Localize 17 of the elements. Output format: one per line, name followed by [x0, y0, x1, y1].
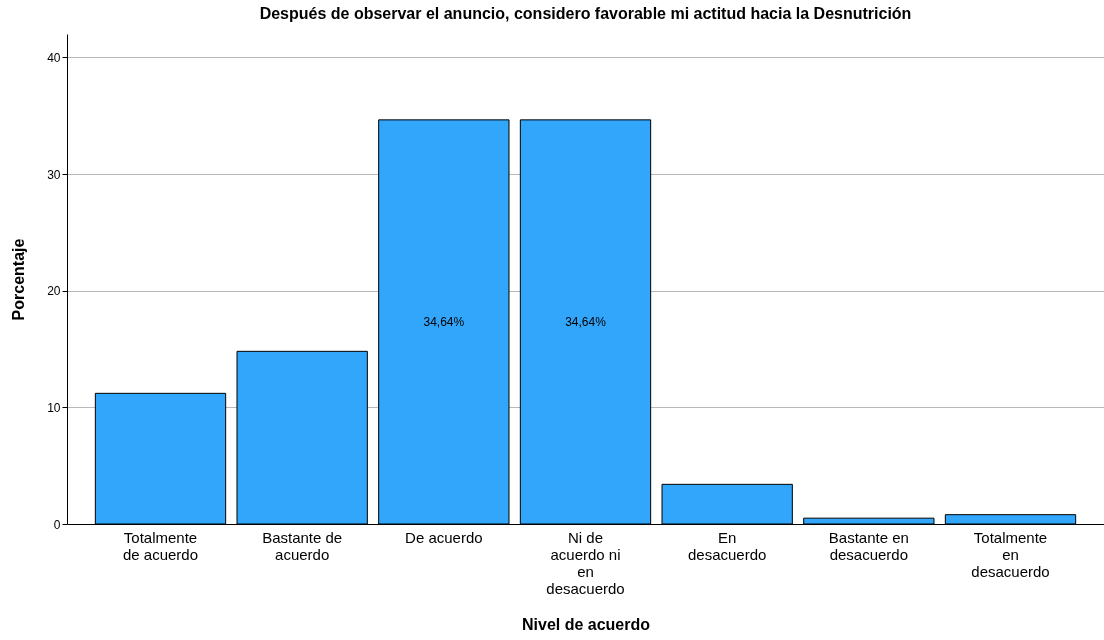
data-label: 34,64% — [565, 314, 607, 329]
x-tick-label: Bastante en desacuerdo — [828, 528, 909, 563]
y-tick-label: 0 — [53, 517, 61, 532]
data-label: 34,64% — [423, 314, 465, 329]
x-tick-label: En desacuerdo — [687, 528, 767, 563]
y-tick-label: 10 — [47, 400, 61, 415]
x-tick-label: Totalmente en desacuerdo — [971, 528, 1050, 580]
y-tick-label: 30 — [47, 167, 61, 182]
y-axis-title: Porcentaje — [10, 238, 28, 321]
chart-title: Después de observar el anuncio, considero favorable mi actitud hacia la Desnutrición — [259, 5, 912, 22]
x-tick-label: Ni de acuerdo ni en desacuerdo — [546, 528, 625, 597]
x-axis-title: Nivel de acuerdo — [521, 615, 651, 633]
x-tick-label: Bastante de acuerdo — [262, 528, 343, 563]
x-tick-label: De acuerdo — [405, 528, 483, 546]
y-tick-label: 20 — [47, 284, 61, 299]
y-tick-label: 40 — [47, 50, 61, 65]
x-tick-label: Totalmente de acuerdo — [122, 528, 199, 563]
